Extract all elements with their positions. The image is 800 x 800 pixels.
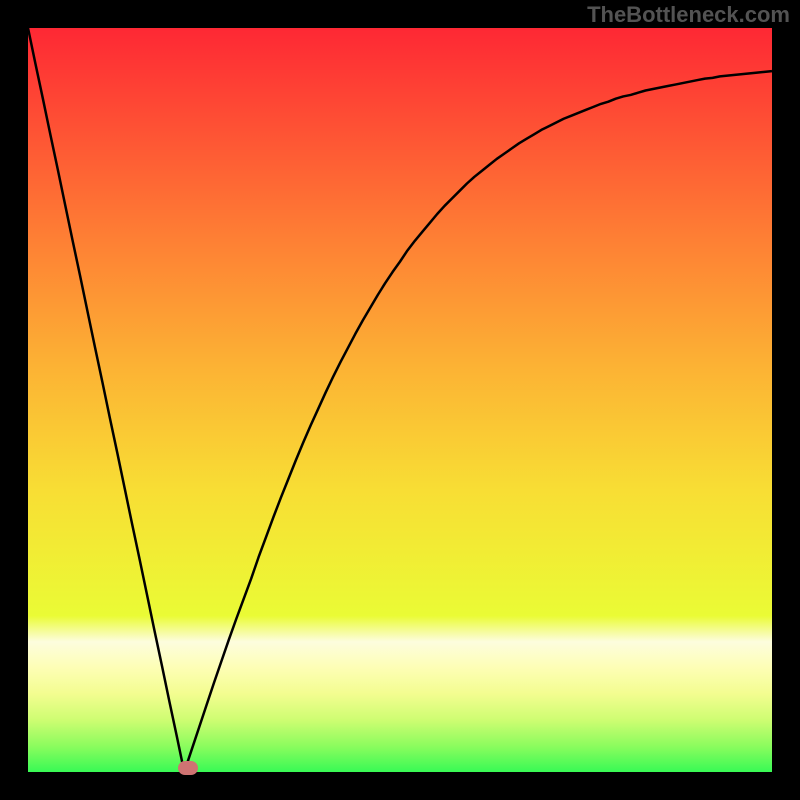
figure-root: TheBottleneck.com bbox=[0, 0, 800, 800]
watermark-text: TheBottleneck.com bbox=[587, 2, 790, 28]
bottleneck-curve-path bbox=[28, 28, 772, 772]
bottleneck-curve bbox=[28, 28, 772, 772]
optimum-marker bbox=[178, 761, 198, 775]
